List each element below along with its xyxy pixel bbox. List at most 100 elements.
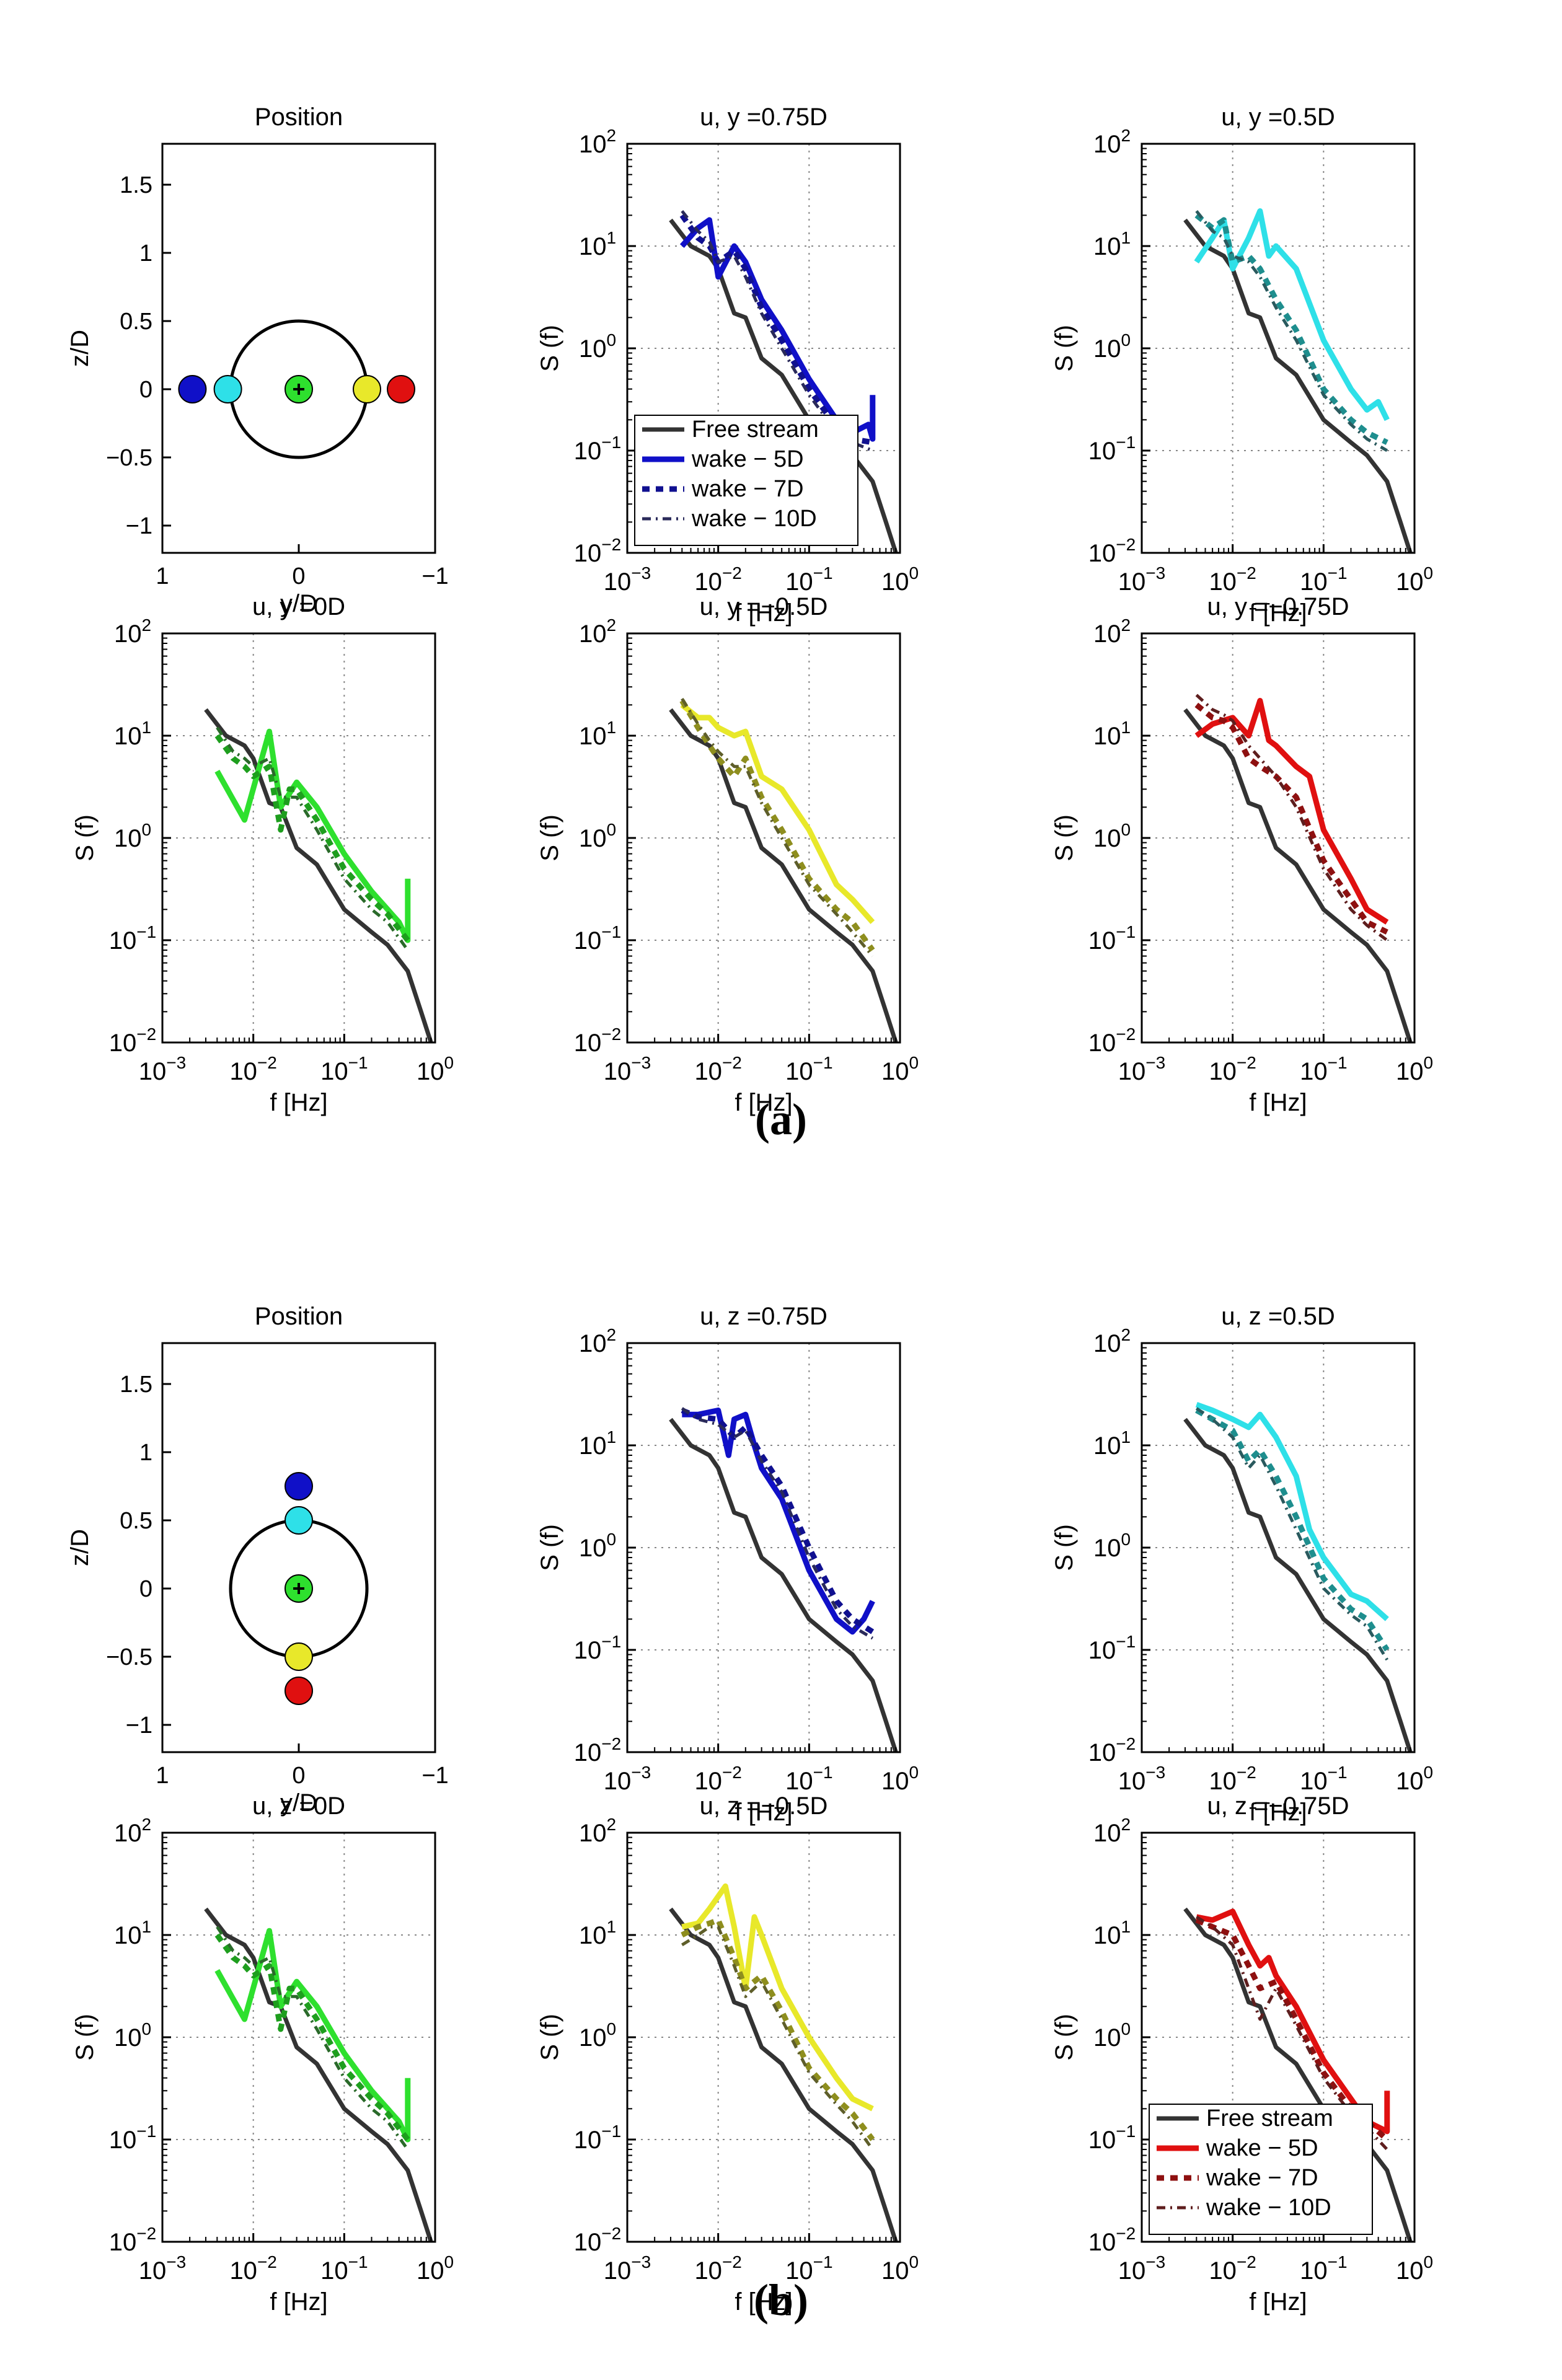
legend-label: wake − 5D (691, 446, 804, 472)
y-tick-label: 101 (1093, 1427, 1131, 1460)
y-tick-label: 10−1 (1088, 1632, 1136, 1664)
x-axis-label: f [Hz] (1249, 599, 1307, 627)
series-line (1195, 209, 1388, 452)
y-tick-label: 102 (1093, 1815, 1131, 1847)
hub-marker (293, 1583, 304, 1594)
y-tick-label: 102 (1093, 1325, 1131, 1357)
series-line (1183, 1417, 1413, 1752)
series-line (681, 1883, 874, 2112)
x-tick-label: 10−3 (604, 2252, 651, 2285)
y-tick-label: 10−2 (109, 2224, 156, 2256)
y-tick-label: 10−2 (1088, 535, 1136, 567)
y-axis-label: z/D (66, 330, 94, 367)
chart-title: u, z =0.75D (700, 1303, 827, 1330)
y-tick-label: 100 (1093, 330, 1131, 363)
y-tick-label: 10−2 (1088, 2224, 1136, 2256)
x-tick-label: 100 (1396, 563, 1433, 596)
y-axis-label: S (f) (71, 814, 99, 862)
y-tick-label: 102 (1093, 615, 1131, 648)
hub-marker (293, 384, 304, 395)
series-line (204, 1907, 433, 2242)
series-line (1195, 1402, 1389, 1621)
y-tick-label: 100 (579, 1530, 616, 1562)
y-tick-label: 10−1 (574, 2122, 621, 2154)
y-tick-label: 100 (579, 2019, 616, 2052)
x-axis-label: f [Hz] (735, 1799, 792, 1826)
chart-panel: Position 1 0 −1 −1 −0.5 0 0.5 1 1.5 y/D z/D (66, 104, 449, 617)
y-tick-label: 100 (1093, 1530, 1131, 1562)
series-line (681, 1917, 875, 2141)
x-tick-label: 100 (881, 2252, 919, 2285)
series-line (1183, 708, 1413, 1042)
series-line (679, 217, 876, 442)
legend-label: Free stream (1206, 2105, 1333, 2131)
series-line (216, 726, 409, 951)
legend-label: wake − 5D (1206, 2135, 1318, 2161)
y-tick-label: 100 (114, 2019, 151, 2052)
series-line (214, 1928, 411, 2143)
y-tick-label: 102 (579, 1325, 616, 1357)
y-tick-label: 101 (1093, 228, 1131, 260)
series-line (214, 728, 411, 943)
y-axis-label: S (f) (71, 2014, 99, 2061)
x-tick-label: 10−1 (785, 563, 832, 596)
chart-title: u, y =0.75D (700, 104, 827, 131)
y-axis-label: S (f) (1051, 814, 1078, 862)
y-tick-label: 102 (114, 615, 151, 648)
chart-title: u, z =−0.5D (700, 1792, 828, 1820)
x-tick-label: 100 (417, 2252, 454, 2285)
y-tick-label: 10−2 (1088, 1734, 1136, 1766)
y-tick-label: 100 (1093, 2019, 1131, 2052)
x-tick-label: 100 (881, 1763, 919, 1795)
x-tick-label: 10−2 (229, 2252, 276, 2285)
x-axis-label: y/D (280, 1789, 317, 1817)
x-tick-label: 100 (881, 563, 919, 596)
series-line (1195, 1408, 1390, 1652)
x-tick-label: 10−2 (694, 2252, 741, 2285)
x-tick-label: 10−1 (1300, 1053, 1347, 1085)
x-tick-label: 10−1 (320, 1053, 368, 1085)
y-tick-label: 10−2 (1088, 1025, 1136, 1057)
series-line (214, 734, 410, 942)
x-axis-label: f [Hz] (1249, 1799, 1307, 1826)
x-axis-label: f [Hz] (1249, 2288, 1307, 2316)
x-tick-label: 1 (156, 563, 169, 589)
x-tick-label: 0 (292, 1763, 305, 1789)
position-marker (178, 375, 207, 403)
y-tick-label: 1 (139, 240, 152, 267)
position-marker (285, 1506, 313, 1535)
y-tick-label: −1 (126, 1712, 152, 1739)
y-axis-label: S (f) (1051, 325, 1078, 372)
x-tick-label: −1 (421, 1763, 448, 1789)
x-tick-label: 100 (417, 1053, 454, 1085)
y-tick-label: 101 (114, 1917, 151, 1949)
series-line (1195, 1407, 1388, 1661)
x-tick-label: 10−1 (1300, 2252, 1347, 2285)
legend-box (634, 415, 858, 546)
legend-label: wake − 10D (1206, 2195, 1331, 2221)
x-tick-label: 10−2 (1209, 1763, 1256, 1795)
y-tick-label: 101 (579, 228, 616, 260)
x-tick-label: 100 (1396, 1763, 1433, 1795)
x-axis-label: f [Hz] (735, 2288, 792, 2316)
y-tick-label: 0 (139, 377, 152, 403)
y-tick-label: 1.5 (120, 172, 152, 198)
series-line (681, 1407, 874, 1640)
position-marker (285, 1642, 313, 1671)
series-line (1183, 218, 1413, 553)
series-line (681, 697, 874, 958)
series-line (680, 702, 875, 924)
legend: Free stream wake − 5D wake − 7D wake − 10D (634, 415, 858, 546)
y-tick-label: 101 (579, 718, 616, 750)
panel-label: (a) (755, 1095, 807, 1144)
x-tick-label: 10−3 (1118, 1053, 1165, 1085)
y-tick-label: 102 (579, 126, 616, 158)
